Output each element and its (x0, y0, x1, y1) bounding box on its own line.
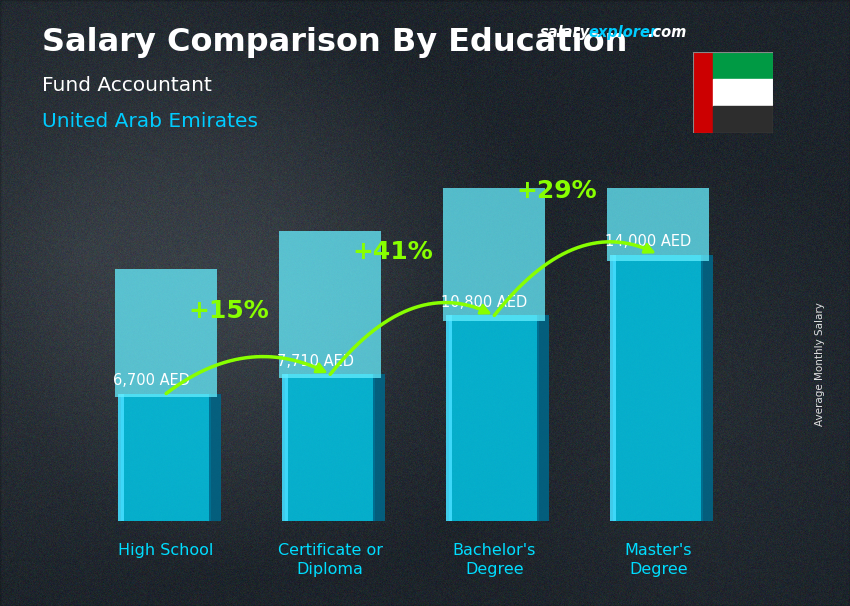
Bar (285, 375, 376, 521)
Bar (373, 375, 385, 521)
Bar (693, 52, 713, 133)
Bar (610, 255, 616, 521)
Bar (713, 106, 774, 133)
Text: 14,000 AED: 14,000 AED (605, 234, 691, 249)
Bar (280, 231, 381, 378)
Bar (209, 393, 221, 521)
Text: 6,700 AED: 6,700 AED (113, 373, 190, 388)
Text: 10,800 AED: 10,800 AED (441, 295, 527, 310)
Text: +41%: +41% (352, 240, 433, 264)
Text: Average Monthly Salary: Average Monthly Salary (815, 302, 825, 425)
Bar (446, 316, 452, 521)
Bar (701, 255, 713, 521)
Text: +29%: +29% (516, 179, 597, 203)
Text: .com: .com (648, 25, 687, 41)
Bar (115, 269, 217, 397)
Bar (537, 316, 549, 521)
Text: 7,710 AED: 7,710 AED (277, 354, 354, 369)
Text: salary: salary (540, 25, 590, 41)
Text: +15%: +15% (188, 299, 269, 322)
Bar (608, 0, 710, 261)
Text: Fund Accountant: Fund Accountant (42, 76, 212, 95)
Text: explorer: explorer (588, 25, 657, 41)
Bar (613, 255, 704, 521)
Bar (282, 375, 288, 521)
Bar (444, 115, 545, 321)
Bar (121, 393, 212, 521)
Bar (713, 52, 774, 79)
Text: United Arab Emirates: United Arab Emirates (42, 112, 258, 131)
Bar (118, 393, 124, 521)
Bar (713, 79, 774, 106)
Bar (449, 316, 540, 521)
Text: Salary Comparison By Education: Salary Comparison By Education (42, 27, 628, 58)
